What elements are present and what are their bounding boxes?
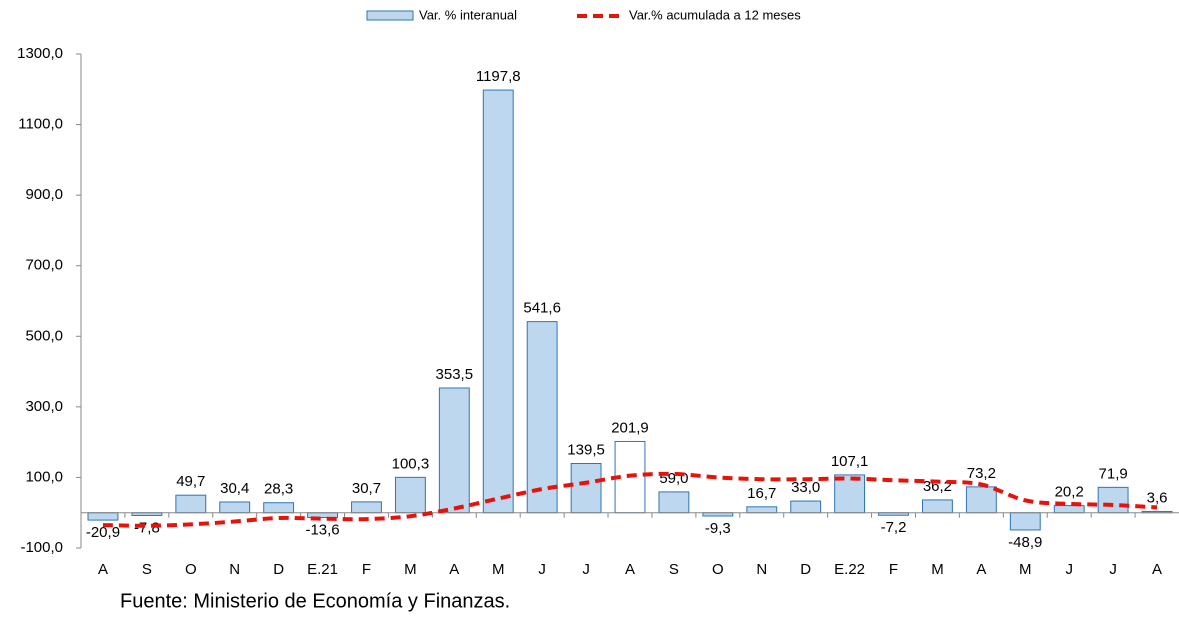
x-tick-label: O <box>185 561 197 578</box>
y-tick-label: -100,0 <box>20 539 63 556</box>
data-label: 36,2 <box>923 478 952 495</box>
bar <box>351 501 382 514</box>
bar <box>438 387 470 514</box>
bar <box>482 89 514 514</box>
x-tick-label: A <box>625 561 635 578</box>
source-note: Fuente: Ministerio de Economía y Finanza… <box>120 590 510 612</box>
bar <box>1053 505 1085 514</box>
y-tick-label: 300,0 <box>25 398 63 415</box>
data-label: 30,7 <box>352 480 381 497</box>
x-tick-label: D <box>800 561 811 578</box>
data-label: -20,9 <box>86 524 120 541</box>
x-tick-label: J <box>582 561 590 578</box>
bar <box>746 506 778 514</box>
x-tick-label: D <box>273 561 284 578</box>
bar <box>219 501 251 514</box>
bar <box>526 321 558 514</box>
data-label: 3,6 <box>1147 489 1168 506</box>
x-tick-label: S <box>142 561 152 578</box>
x-tick-label: S <box>669 561 679 578</box>
x-tick-label: M <box>404 561 417 578</box>
bar <box>1097 486 1129 514</box>
x-tick-label: F <box>889 561 898 578</box>
x-tick-label: E.22 <box>834 561 865 578</box>
data-label: 73,2 <box>967 465 996 482</box>
y-tick-label: 500,0 <box>25 327 63 344</box>
x-tick-label: A <box>1152 561 1162 578</box>
bar <box>263 502 295 514</box>
bar <box>394 476 426 514</box>
bar <box>790 500 822 514</box>
y-tick-label: 100,0 <box>25 468 63 485</box>
y-tick-label: 1100,0 <box>18 116 63 133</box>
x-tick-label: N <box>756 561 767 578</box>
data-label: -48,9 <box>1008 534 1042 551</box>
data-label: 201,9 <box>611 419 649 436</box>
data-label: 1197,8 <box>476 68 521 85</box>
bar <box>658 491 690 514</box>
x-tick-label: J <box>538 561 546 578</box>
x-tick-label: A <box>98 561 108 578</box>
data-label: 139,5 <box>567 441 605 458</box>
y-tick-label: 700,0 <box>25 257 63 274</box>
data-label: -7,2 <box>881 519 907 536</box>
data-label: 353,5 <box>436 366 474 383</box>
data-label: 33,0 <box>791 479 820 496</box>
y-tick-label: 900,0 <box>25 186 63 203</box>
line-series <box>102 471 1158 528</box>
x-tick-label: E.21 <box>307 561 338 578</box>
legend-label: Var.% acumulada a 12 meses <box>629 7 801 22</box>
y-tick-label: 1300,0 <box>17 45 63 62</box>
data-label: 107,1 <box>831 453 869 470</box>
data-label: -13,6 <box>305 521 339 538</box>
data-label: 28,3 <box>264 481 293 498</box>
data-label: -9,3 <box>705 520 731 537</box>
data-label: 20,2 <box>1055 484 1084 501</box>
x-tick-label: M <box>931 561 944 578</box>
x-tick-label: J <box>1109 561 1117 578</box>
bar <box>1009 512 1041 531</box>
data-label: 30,4 <box>220 480 249 497</box>
x-tick-label: M <box>1019 561 1032 578</box>
x-tick-label: A <box>449 561 459 578</box>
x-tick-label: A <box>976 561 986 578</box>
bar <box>570 462 602 514</box>
data-label: 541,6 <box>523 300 561 317</box>
x-tick-label: J <box>1065 561 1073 578</box>
x-tick-label: M <box>492 561 505 578</box>
x-tick-label: O <box>712 561 724 578</box>
legend-swatch <box>366 10 414 21</box>
bar <box>834 474 866 514</box>
data-label: 71,9 <box>1099 465 1128 482</box>
bar <box>175 494 207 514</box>
data-label: 100,3 <box>392 455 430 472</box>
x-tick-label: F <box>362 561 371 578</box>
x-tick-label: N <box>229 561 240 578</box>
legend-label: Var. % interanual <box>419 7 517 22</box>
data-label: 16,7 <box>747 485 776 502</box>
bar <box>922 499 953 514</box>
bar <box>965 486 997 514</box>
data-label: 49,7 <box>176 473 205 490</box>
bar <box>87 512 119 521</box>
data-label: -7,8 <box>134 519 160 536</box>
